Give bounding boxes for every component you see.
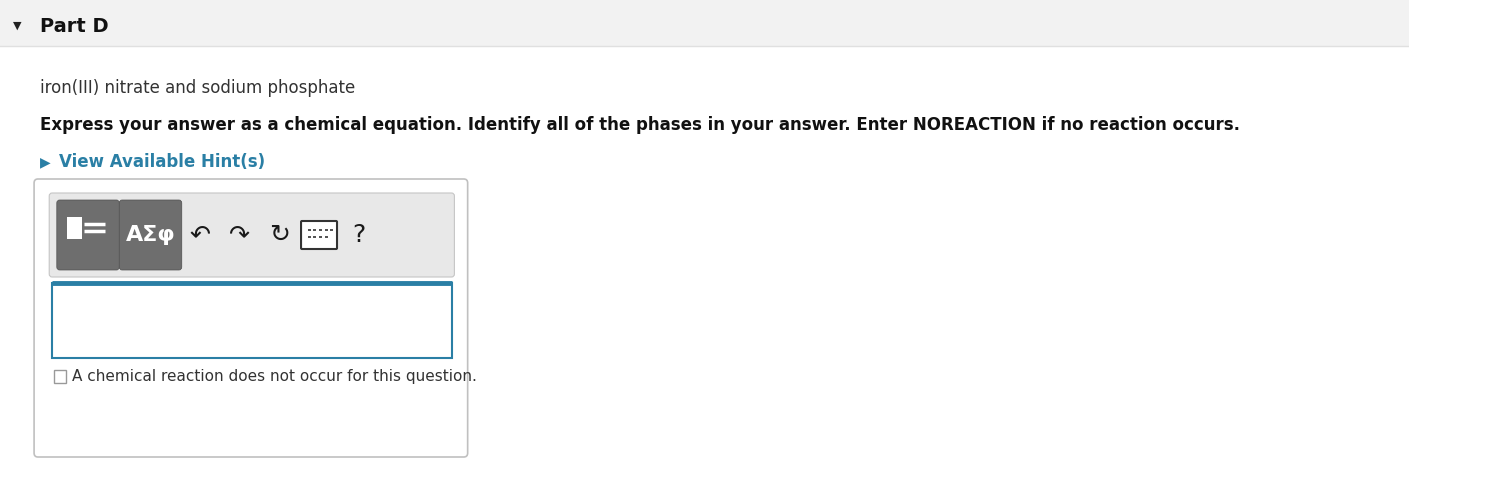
FancyBboxPatch shape bbox=[34, 179, 467, 457]
Bar bbox=[314, 236, 315, 238]
Text: View Available Hint(s): View Available Hint(s) bbox=[58, 153, 265, 171]
Text: ↶: ↶ bbox=[189, 223, 210, 247]
Bar bbox=[54, 369, 67, 382]
FancyBboxPatch shape bbox=[57, 200, 119, 270]
Bar bbox=[308, 236, 311, 238]
FancyBboxPatch shape bbox=[119, 200, 182, 270]
Bar bbox=[0, 0, 1409, 46]
Text: ↻: ↻ bbox=[269, 223, 290, 247]
Text: Part D: Part D bbox=[40, 16, 109, 35]
Bar bbox=[324, 229, 327, 231]
FancyBboxPatch shape bbox=[301, 221, 336, 249]
Text: ↷: ↷ bbox=[229, 223, 250, 247]
Bar bbox=[318, 229, 321, 231]
Bar bbox=[67, 217, 82, 239]
Bar bbox=[308, 229, 311, 231]
Text: ▼: ▼ bbox=[13, 21, 21, 31]
Bar bbox=[318, 236, 321, 238]
Text: ▶: ▶ bbox=[40, 155, 51, 169]
Text: Express your answer as a chemical equation. Identify all of the phases in your a: Express your answer as a chemical equati… bbox=[40, 116, 1240, 134]
Bar bbox=[324, 236, 327, 238]
Bar bbox=[52, 283, 451, 358]
Text: iron(III) nitrate and sodium phosphate: iron(III) nitrate and sodium phosphate bbox=[40, 79, 356, 97]
FancyBboxPatch shape bbox=[49, 193, 454, 277]
Text: A chemical reaction does not occur for this question.: A chemical reaction does not occur for t… bbox=[71, 368, 476, 383]
Text: AΣφ: AΣφ bbox=[125, 225, 176, 245]
Bar bbox=[330, 229, 333, 231]
Bar bbox=[314, 229, 315, 231]
Text: ?: ? bbox=[353, 223, 366, 247]
